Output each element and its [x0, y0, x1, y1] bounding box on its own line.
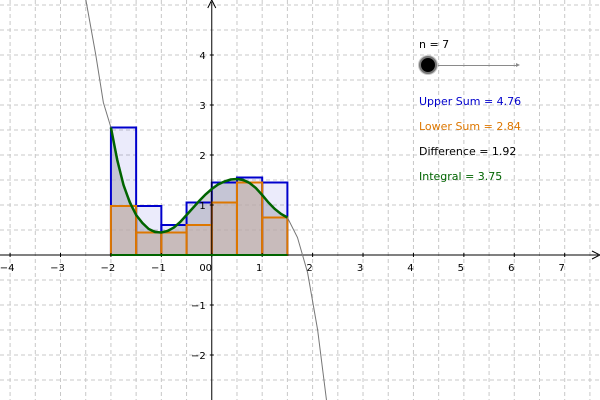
- x-tick-label: −2: [101, 263, 116, 274]
- y-tick-label: 1: [199, 201, 205, 212]
- x-tick-label: 6: [508, 263, 514, 274]
- lower-sum-rectangle: [160, 231, 188, 256]
- integral-curve: [109, 127, 289, 234]
- x-tick-label: −4: [0, 263, 14, 274]
- x-tick-label: 3: [357, 263, 363, 274]
- x-tick-label: 0: [206, 263, 212, 274]
- y-tick-label: 2: [199, 151, 205, 162]
- lower-sum-rectangle: [235, 181, 264, 256]
- x-tick-label: −1: [151, 263, 166, 274]
- x-tick-label: −3: [50, 263, 65, 274]
- slider-n-label: n = 7: [419, 38, 450, 51]
- y-tick-label: −1: [191, 301, 206, 312]
- x-tick-label: 2: [306, 263, 312, 274]
- x-tick-label: 4: [407, 263, 413, 274]
- upper-sum-label: Upper Sum = 4.76: [419, 95, 522, 108]
- y-tick-label: −2: [191, 351, 206, 362]
- slider-n-knob[interactable]: [419, 56, 437, 74]
- integral-label: Integral = 3.75: [419, 170, 503, 183]
- difference-label: Difference = 1.92: [419, 145, 517, 158]
- upper-sum-rectangle: [261, 181, 289, 256]
- x-axis-arrow: [591, 250, 600, 260]
- lower-sum-rectangle: [109, 205, 138, 256]
- lower-sum-rectangle: [185, 224, 213, 256]
- y-tick-label: 4: [199, 51, 205, 62]
- y-tick-label: 3: [199, 101, 205, 112]
- x-tick-label: 7: [559, 263, 565, 274]
- integral-region: [110, 127, 288, 255]
- slider-n-track[interactable]: [428, 63, 520, 67]
- tick-labels: −4 −3 −2 −1 0 1 2 3 4 5 6 7 −2 −1 1 2 3 4 0: [0, 51, 566, 362]
- y-axis-arrow: [207, 0, 217, 9]
- lower-sum-rectangle: [210, 201, 238, 256]
- lower-sum-rectangle: [261, 216, 289, 256]
- origin-label: 0: [199, 263, 205, 274]
- x-tick-label: 5: [458, 263, 464, 274]
- lower-sum-rectangle: [135, 231, 163, 256]
- x-tick-label: 1: [256, 263, 262, 274]
- upper-sum-rectangle: [109, 126, 138, 256]
- lower-sum-label: Lower Sum = 2.84: [419, 120, 521, 133]
